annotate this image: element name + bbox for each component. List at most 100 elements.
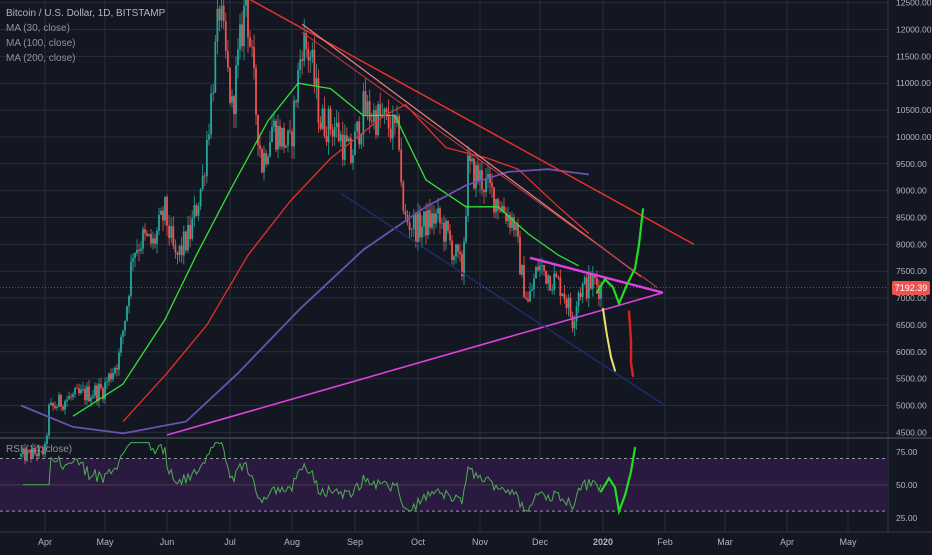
candle-body (501, 205, 503, 212)
candle-body (519, 236, 521, 275)
candle-body (391, 114, 394, 139)
candle-body (352, 155, 354, 163)
candle-body (104, 382, 106, 400)
candle-body (329, 108, 332, 130)
candle-body (116, 367, 118, 370)
trend-drawings (0, 0, 888, 436)
candle-body (596, 277, 598, 286)
candle-body (162, 210, 164, 221)
candle-body (459, 251, 461, 255)
rsi-tick-label: 50.00 (896, 480, 918, 490)
candle-body (146, 233, 148, 236)
trendline-red-lower (301, 23, 642, 278)
candle-body (543, 265, 545, 271)
x-tick-label: May (839, 537, 857, 547)
candle-body (140, 248, 142, 251)
x-tick-label: Jul (224, 537, 236, 547)
candle-body (585, 277, 588, 299)
candle-body (243, 5, 245, 47)
y-tick-label: 8000.00 (896, 239, 927, 249)
candle-body (557, 276, 560, 278)
candle-body (40, 446, 42, 448)
candle-body (364, 91, 367, 115)
candle-body (42, 447, 44, 455)
candle-body (206, 139, 208, 177)
candle-body (479, 170, 481, 182)
candle-body (493, 187, 495, 213)
candle-body (48, 404, 50, 436)
candle-body (337, 122, 340, 142)
candle-body (86, 386, 88, 401)
candle-body (197, 206, 200, 216)
candle-body (193, 205, 196, 219)
candle-body (385, 108, 388, 112)
candle-body (100, 383, 102, 389)
candle-body (178, 245, 181, 255)
candle-body (591, 275, 594, 289)
candle-body (60, 394, 62, 407)
candle-body (257, 114, 259, 145)
candle-body (525, 297, 527, 300)
candle-body (277, 125, 279, 150)
y-tick-label: 12500.00 (896, 0, 932, 8)
candle-body (160, 210, 162, 215)
candle-body (465, 215, 467, 242)
candle-body (22, 448, 24, 455)
candle-body (199, 189, 202, 207)
y-tick-label: 8500.00 (896, 213, 927, 223)
candle-body (533, 278, 535, 290)
trendline-magenta-support (166, 291, 664, 436)
candle-body (150, 234, 152, 244)
candle-body (229, 67, 231, 103)
candle-body (241, 24, 243, 47)
candle-body (515, 224, 517, 231)
candle-body (473, 158, 475, 189)
legend-ma30: MA (30, close) (6, 23, 70, 34)
candle-body (283, 127, 285, 148)
candle-body (581, 283, 584, 297)
candle-body (281, 127, 283, 147)
candle-body (366, 101, 369, 115)
trendline-magenta-upper (529, 256, 664, 294)
candle-body (323, 108, 326, 137)
candle-body (26, 450, 28, 461)
candle-body (421, 226, 423, 238)
candle-body (122, 330, 124, 337)
candle-body (417, 212, 419, 243)
candle-body (152, 238, 154, 244)
candle-body (309, 57, 312, 61)
candle-body (191, 218, 194, 240)
y-tick-label: 10500.00 (896, 105, 932, 115)
candle-body (66, 399, 68, 402)
ma-line (122, 103, 590, 423)
candle-body (52, 402, 54, 407)
candle-body (220, 5, 223, 21)
candle-body (569, 297, 572, 316)
candle-body (201, 175, 204, 190)
candle-body (461, 254, 463, 277)
candle-body (174, 245, 177, 253)
y-tick-label: 6500.00 (896, 320, 927, 330)
candle-body (132, 258, 134, 262)
candle-body (545, 270, 547, 284)
candle-body (356, 121, 358, 132)
candle-body (350, 138, 352, 163)
candle-body (505, 212, 507, 222)
candle-body (106, 381, 108, 383)
candle-body (30, 450, 32, 459)
candle-body (118, 352, 120, 370)
candle-body (299, 59, 302, 70)
candle-body (208, 134, 210, 140)
candle-body (64, 401, 66, 410)
rsi-tick-label: 75.00 (896, 447, 918, 457)
candle-body (443, 222, 445, 242)
candle-body (224, 21, 227, 52)
candle-body (305, 32, 308, 50)
candle-body (523, 264, 525, 298)
candle-body (124, 320, 126, 331)
y-tick-label: 11000.00 (896, 78, 931, 88)
candle-body (76, 388, 78, 389)
candle-body (265, 152, 267, 165)
